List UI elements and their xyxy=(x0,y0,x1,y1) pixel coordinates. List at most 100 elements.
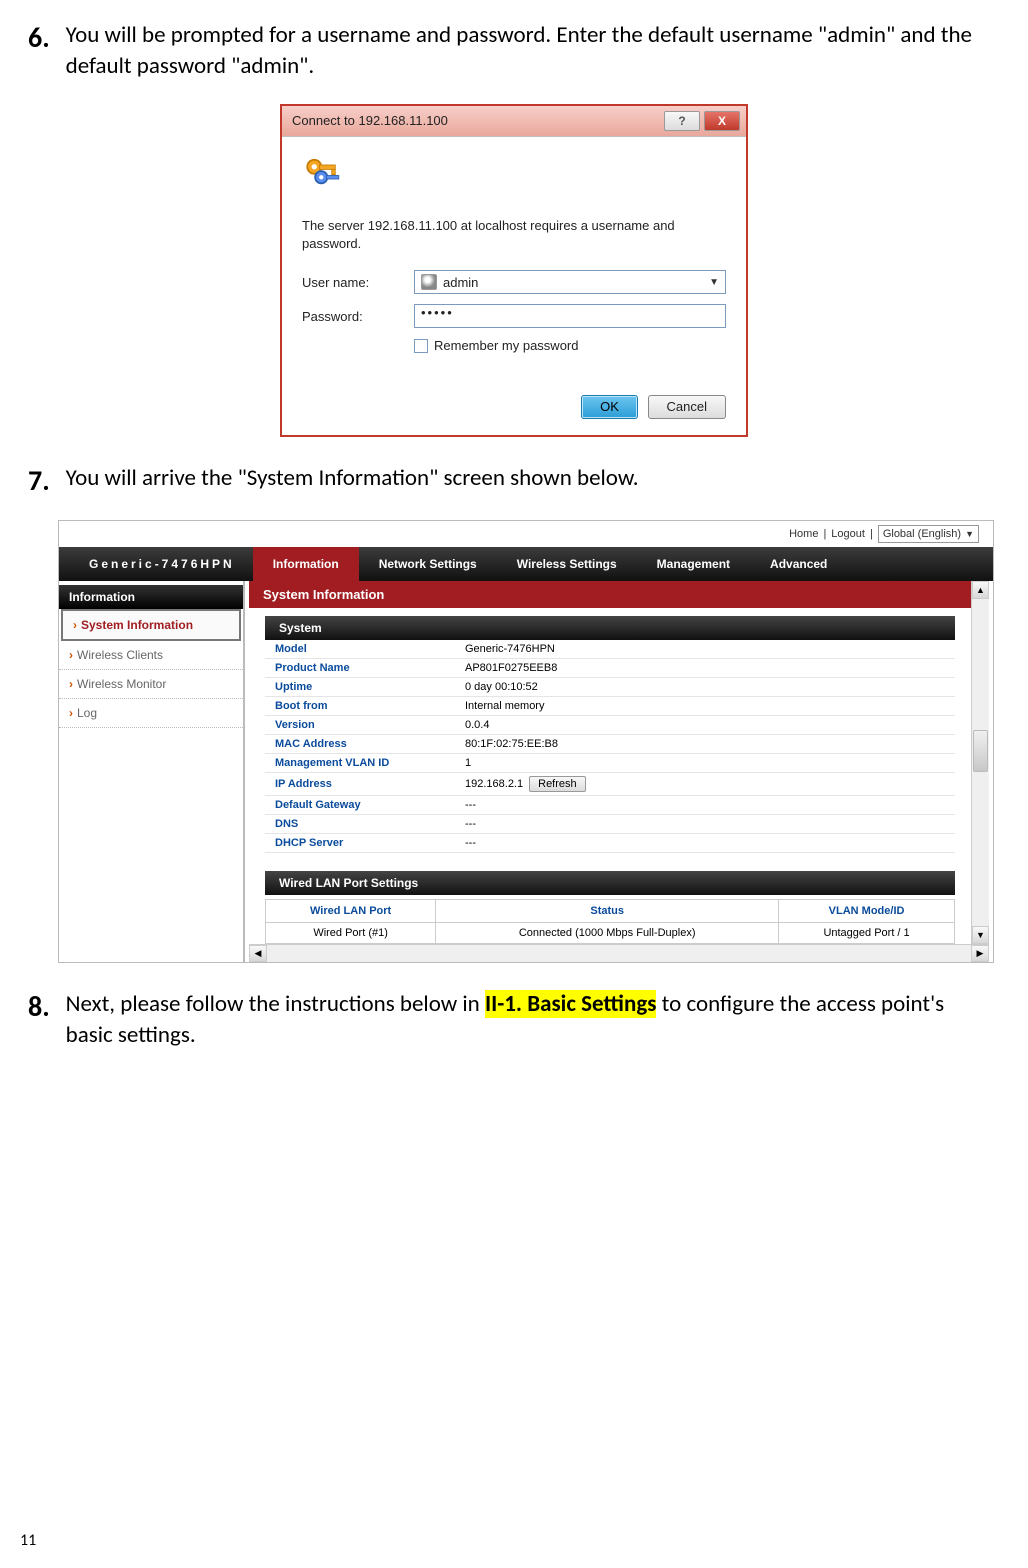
language-value: Global (English) xyxy=(883,528,961,540)
dialog-title: Connect to 192.168.11.100 xyxy=(292,106,664,136)
step-6-num: 6. xyxy=(28,20,62,55)
username-label: User name: xyxy=(302,275,414,290)
content-area: System Information System ModelGeneric-7… xyxy=(245,581,993,962)
language-select[interactable]: Global (English) ▼ xyxy=(878,525,979,543)
nav-brand: Generic-7476HPN xyxy=(89,547,253,581)
dialog-body: The server 192.168.11.100 at localhost r… xyxy=(282,136,746,435)
username-combo[interactable]: admin ▼ xyxy=(414,270,726,294)
admin-screenshot: Home | Logout | Global (English) ▼ Gener… xyxy=(58,520,994,963)
sidebar-item-wireless-monitor[interactable]: › Wireless Monitor xyxy=(59,670,243,699)
row-key: DNS xyxy=(265,815,455,834)
cell: Connected (1000 Mbps Full-Duplex) xyxy=(436,923,779,944)
row-key: Uptime xyxy=(265,678,455,697)
password-label: Password: xyxy=(302,309,414,324)
remember-label: Remember my password xyxy=(434,338,579,353)
row-key: DHCP Server xyxy=(265,834,455,853)
sidebar: Information › System Information › Wireless… xyxy=(59,581,245,962)
row-value: 80:1F:02:75:EE:B8 xyxy=(455,735,955,754)
step-8-num: 8. xyxy=(28,989,62,1024)
sidebar-item-system-information[interactable]: › System Information xyxy=(61,609,241,641)
row-value: 0 day 00:10:52 xyxy=(455,678,955,697)
sidebar-item-label: Log xyxy=(77,706,97,720)
vertical-scrollbar[interactable]: ▲ ▼ xyxy=(971,581,989,944)
ok-button[interactable]: OK xyxy=(581,395,638,419)
row-value: 192.168.2.1Refresh xyxy=(455,773,955,796)
step-7-num: 7. xyxy=(28,463,62,498)
system-table: ModelGeneric-7476HPNProduct NameAP801F02… xyxy=(265,640,955,853)
row-value: --- xyxy=(455,815,955,834)
row-value: 1 xyxy=(455,754,955,773)
table-row: Uptime 0 day 00:10:52 xyxy=(265,678,955,697)
row-value: --- xyxy=(455,796,955,815)
cancel-button[interactable]: Cancel xyxy=(648,395,726,419)
row-key: Product Name xyxy=(265,659,455,678)
combo-arrow-icon: ▼ xyxy=(709,277,719,288)
caret-icon: › xyxy=(69,706,73,720)
table-row: Management VLAN ID1 xyxy=(265,754,955,773)
row-key: Version xyxy=(265,716,455,735)
table-row: MAC Address80:1F:02:75:EE:B8 xyxy=(265,735,955,754)
table-row: DNS--- xyxy=(265,815,955,834)
sidebar-item-wireless-clients[interactable]: › Wireless Clients xyxy=(59,641,243,670)
row-key: MAC Address xyxy=(265,735,455,754)
nav-tab-information[interactable]: Information xyxy=(253,547,359,581)
table-row: DHCP Server--- xyxy=(265,834,955,853)
sidebar-header: Information xyxy=(59,585,243,609)
nav-tab-network-settings[interactable]: Network Settings xyxy=(359,547,497,581)
dialog-titlebar: Connect to 192.168.11.100 ? X xyxy=(282,106,746,136)
scroll-thumb[interactable] xyxy=(973,730,988,772)
nav-tab-management[interactable]: Management xyxy=(637,547,750,581)
cell: Untagged Port / 1 xyxy=(779,923,955,944)
nav-tab-wireless-settings[interactable]: Wireless Settings xyxy=(497,547,637,581)
login-dialog: Connect to 192.168.11.100 ? X The server… xyxy=(280,104,748,437)
scroll-right-icon[interactable]: ▶ xyxy=(971,945,989,962)
row-key: Default Gateway xyxy=(265,796,455,815)
col-header: VLAN Mode/ID xyxy=(779,900,955,923)
refresh-button[interactable]: Refresh xyxy=(529,776,586,792)
scroll-left-icon[interactable]: ◀ xyxy=(249,945,267,962)
row-key: Boot from xyxy=(265,697,455,716)
caret-icon: › xyxy=(73,618,77,632)
close-button[interactable]: X xyxy=(704,111,740,131)
step-8-text: Next, please follow the instructions bel… xyxy=(66,989,988,1051)
logout-link[interactable]: Logout xyxy=(831,528,865,540)
sidebar-item-label: System Information xyxy=(81,618,193,632)
caret-icon: › xyxy=(69,677,73,691)
login-dialog-wrap: Connect to 192.168.11.100 ? X The server… xyxy=(28,104,1000,437)
scroll-down-icon[interactable]: ▼ xyxy=(972,926,989,944)
cell: Wired Port (#1) xyxy=(266,923,436,944)
sidebar-item-log[interactable]: › Log xyxy=(59,699,243,728)
col-header: Wired LAN Port xyxy=(266,900,436,923)
row-value: Generic-7476HPN xyxy=(455,640,955,659)
scroll-up-icon[interactable]: ▲ xyxy=(972,581,989,599)
admin-nav: Generic-7476HPN InformationNetwork Setti… xyxy=(59,547,993,581)
table-row: Product NameAP801F0275EEB8 xyxy=(265,659,955,678)
username-value: admin xyxy=(443,275,478,290)
server-message: The server 192.168.11.100 at localhost r… xyxy=(302,217,726,252)
chevron-down-icon: ▼ xyxy=(965,529,974,539)
table-row: IP Address192.168.2.1Refresh xyxy=(265,773,955,796)
panel-system-header: System xyxy=(265,616,955,640)
panel-wired-header: Wired LAN Port Settings xyxy=(265,871,955,895)
horizontal-scrollbar[interactable]: ◀ ▶ xyxy=(249,944,989,962)
user-icon xyxy=(421,274,437,290)
help-button[interactable]: ? xyxy=(664,111,700,131)
row-key: Management VLAN ID xyxy=(265,754,455,773)
table-row: Version0.0.4 xyxy=(265,716,955,735)
step-8-highlight: II-1. Basic Settings xyxy=(485,990,657,1018)
table-row: ModelGeneric-7476HPN xyxy=(265,640,955,659)
sidebar-item-label: Wireless Monitor xyxy=(77,677,166,691)
remember-checkbox[interactable] xyxy=(414,339,428,353)
col-header: Status xyxy=(436,900,779,923)
nav-tab-advanced[interactable]: Advanced xyxy=(750,547,847,581)
wired-table: Wired LAN PortStatusVLAN Mode/ID Wired P… xyxy=(265,899,955,944)
row-key: Model xyxy=(265,640,455,659)
table-row: Boot fromInternal memory xyxy=(265,697,955,716)
step-6-text: You will be prompted for a username and … xyxy=(66,20,988,82)
row-value: 0.0.4 xyxy=(455,716,955,735)
home-link[interactable]: Home xyxy=(789,528,818,540)
password-input[interactable]: ••••• xyxy=(414,304,726,328)
table-row: Default Gateway--- xyxy=(265,796,955,815)
sidebar-item-label: Wireless Clients xyxy=(77,648,163,662)
caret-icon: › xyxy=(69,648,73,662)
